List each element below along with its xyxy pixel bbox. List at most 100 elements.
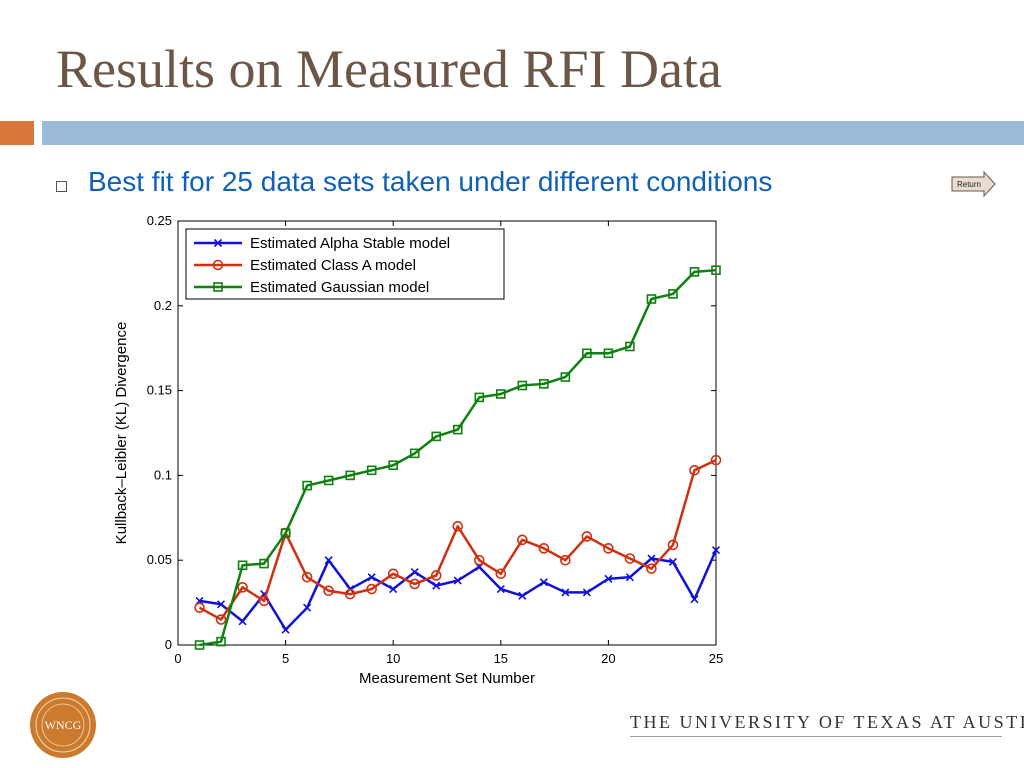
circle-marker bbox=[301, 571, 313, 583]
x-marker bbox=[604, 574, 613, 583]
x-tick-label: 25 bbox=[709, 651, 723, 666]
square-marker bbox=[345, 470, 355, 481]
circle-marker bbox=[430, 570, 442, 581]
circle-marker bbox=[366, 583, 377, 595]
circle-marker bbox=[409, 578, 421, 590]
return-label: Return bbox=[957, 180, 981, 189]
footer-university-text: THE UNIVERSITY OF TEXAS AT AUSTIN bbox=[630, 712, 1024, 732]
y-tick-label: 0.2 bbox=[154, 298, 172, 313]
legend-label: Estimated Gaussian model bbox=[250, 279, 429, 296]
x-tick-label: 10 bbox=[386, 651, 400, 666]
square-marker bbox=[323, 475, 334, 486]
x-marker bbox=[410, 568, 419, 577]
square-marker bbox=[213, 282, 223, 292]
square-marker bbox=[366, 465, 377, 476]
y-tick-label: 0.05 bbox=[147, 552, 172, 567]
return-button[interactable]: Return bbox=[951, 170, 997, 198]
circle-marker bbox=[689, 465, 700, 476]
x-marker bbox=[213, 238, 223, 248]
x-marker bbox=[453, 576, 462, 585]
square-marker bbox=[646, 294, 657, 304]
x-marker bbox=[518, 591, 527, 600]
square-marker bbox=[689, 267, 700, 277]
x-marker bbox=[561, 588, 570, 597]
x-tick-label: 20 bbox=[601, 651, 615, 666]
square-marker bbox=[474, 392, 485, 403]
y-tick-label: 0.15 bbox=[147, 383, 172, 398]
bullet-text: Best fit for 25 data sets taken under di… bbox=[88, 166, 773, 197]
x-marker bbox=[238, 617, 247, 626]
square-marker bbox=[560, 372, 571, 382]
circle-marker bbox=[212, 259, 224, 271]
square-marker bbox=[582, 348, 592, 359]
x-marker bbox=[647, 554, 656, 563]
square-marker bbox=[625, 341, 635, 352]
circle-marker bbox=[194, 602, 205, 613]
circle-marker bbox=[646, 563, 657, 574]
x-marker bbox=[367, 573, 376, 582]
square-marker bbox=[603, 348, 614, 359]
square-marker bbox=[431, 431, 442, 442]
x-marker bbox=[668, 557, 678, 566]
logo-text: WNCG bbox=[45, 718, 82, 732]
square-marker bbox=[668, 289, 678, 299]
chart-series bbox=[194, 265, 722, 650]
circle-marker bbox=[560, 554, 571, 566]
x-marker bbox=[496, 584, 505, 594]
slide-title: Results on Measured RFI Data bbox=[56, 39, 722, 99]
x-marker bbox=[625, 573, 634, 582]
x-marker bbox=[711, 545, 721, 555]
square-marker bbox=[216, 636, 226, 647]
circle-marker bbox=[344, 588, 356, 600]
square-marker bbox=[302, 480, 312, 491]
square-marker bbox=[280, 528, 291, 538]
circle-marker bbox=[538, 543, 550, 554]
square-marker bbox=[409, 448, 420, 459]
x-marker bbox=[216, 600, 226, 609]
circle-marker bbox=[258, 595, 270, 607]
accent-bar bbox=[0, 121, 34, 145]
kl-divergence-chart: Kullback–Leibler (KL) Divergence Measure… bbox=[113, 213, 723, 687]
square-marker bbox=[517, 380, 528, 391]
circle-marker bbox=[581, 531, 593, 542]
circle-marker bbox=[667, 539, 679, 551]
circle-marker bbox=[452, 520, 464, 532]
x-marker bbox=[324, 556, 333, 565]
y-tick-label: 0 bbox=[165, 637, 172, 652]
header-bar bbox=[42, 121, 1024, 145]
legend-label: Estimated Class A model bbox=[250, 257, 416, 274]
circle-marker bbox=[387, 568, 399, 580]
footer-divider bbox=[630, 736, 1002, 737]
x-axis-label: Measurement Set Number bbox=[359, 670, 535, 687]
square-marker bbox=[194, 640, 205, 650]
x-marker bbox=[389, 584, 398, 594]
chart-legend: Estimated Alpha Stable model Estimated Cl… bbox=[185, 228, 505, 300]
wncg-logo: WNCG bbox=[30, 692, 96, 758]
circle-marker bbox=[495, 568, 507, 580]
circle-marker bbox=[624, 553, 636, 564]
square-marker bbox=[388, 460, 399, 471]
square-marker bbox=[259, 558, 269, 569]
y-axis-label: Kullback–Leibler (KL) Divergence bbox=[113, 322, 130, 545]
square-bullet-icon bbox=[56, 181, 67, 192]
legend-label: Estimated Alpha Stable model bbox=[250, 235, 450, 252]
x-tick-label: 0 bbox=[174, 651, 181, 666]
arrow-right-icon bbox=[951, 170, 996, 198]
x-tick-label: 15 bbox=[494, 651, 508, 666]
x-marker bbox=[303, 603, 312, 612]
circle-marker bbox=[237, 582, 248, 593]
series-line-2 bbox=[199, 268, 717, 647]
circle-marker bbox=[323, 585, 334, 597]
y-tick-label: 0.1 bbox=[154, 467, 172, 482]
circle-marker bbox=[215, 614, 227, 625]
square-marker bbox=[711, 265, 721, 275]
circle-marker bbox=[517, 534, 528, 546]
x-marker bbox=[281, 625, 290, 634]
circle-marker bbox=[710, 454, 722, 466]
square-marker bbox=[452, 424, 463, 435]
circle-marker bbox=[473, 554, 485, 566]
circle-marker bbox=[603, 543, 614, 554]
y-tick-label: 0.25 bbox=[147, 213, 172, 228]
square-marker bbox=[495, 389, 506, 399]
x-marker bbox=[582, 588, 591, 597]
